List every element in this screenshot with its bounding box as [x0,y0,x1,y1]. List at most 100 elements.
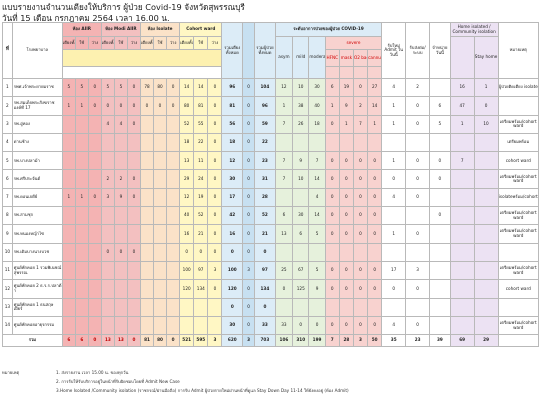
row-hospital: ศูนย์พักคอย 1 รวมพิเนชณ์สุพรรณ [11,260,63,281]
total-modi-0: 13 [100,334,115,348]
row-sev-6: 27 [367,77,383,98]
row-iso-2 [166,132,181,153]
row-iso-1 [152,315,168,336]
row-sev-3: 0 [324,187,340,208]
row-no: 3 [2,114,13,134]
row-aiir-2 [87,224,102,244]
row-modi-2 [126,279,141,299]
row-sev-5: 0 [352,260,369,281]
row-home2 [473,297,499,317]
row-admit: 1 [381,96,407,116]
row-sev-5: 0 [352,279,369,299]
col-group-isolate: ห้อง Isolate [139,22,181,37]
row-sev-0 [274,132,294,153]
row-refer: 0 [405,315,431,336]
row-cohort-2 [207,315,223,336]
row-iso-0: 78 [139,77,155,98]
row-sev-1: 67 [292,260,310,281]
row-modi-0: 5 [100,77,115,98]
col-remark: หมายเหตุ [497,22,540,79]
row-iso-2 [166,297,181,317]
row-aiir-0 [61,279,76,299]
row-sev-5: 0 [352,151,369,171]
col-beds-total: รวมเตียงทั้งหมด [221,22,244,79]
row-sev-1 [292,297,310,317]
note-1: 1. ส่งรายงาน เวลา 15.00 น. ของทุกวัน [56,370,129,375]
row-sev-2 [308,297,326,317]
row-aiir-1 [74,224,89,244]
total-aiir-1: 6 [74,334,89,348]
row-discharge [429,297,451,317]
row-hospital: รพ.ดอนเจดีย์ [11,187,63,208]
row-hospital: ด่านช้าง [11,132,63,153]
row-sev-6 [367,132,383,153]
row-cohort-2 [207,297,223,317]
row-modi-1: 0 [113,96,128,116]
total-label: รวม [2,334,63,348]
row-modi-2: 0 [126,114,141,134]
row-sev-3 [324,242,340,262]
row-sev-1: 30 [292,206,310,226]
row-aiir-0 [61,224,76,244]
row-aiir-1 [74,242,89,262]
row-iso-2 [166,206,181,226]
row-refer: 2 [405,77,431,98]
col-hospital: โรงพยาบาล [11,22,63,79]
row-home2 [473,151,499,171]
row-remark: เตรียมพร้อม/cohort ward [497,114,540,134]
row-aiir-2 [87,114,102,134]
row-iso-0 [139,315,155,336]
row-home2: 10 [473,114,499,134]
row-sev-1 [292,132,310,153]
row-modi-2 [126,315,141,336]
total-modi-2: 0 [126,334,141,348]
row-iso-1 [152,297,168,317]
row-aiir-2: 0 [87,77,102,98]
row-sev-1: 38 [292,96,310,116]
total-patients: 703 [254,334,276,348]
row-modi-1: 0 [113,242,128,262]
row-used: 0 [242,77,256,98]
row-iso-1: 80 [152,77,168,98]
row-hospital: รพ.บางปลาม้า [11,151,63,171]
row-cohort-1: 134 [193,279,209,299]
total-sev-4: 28 [338,334,354,348]
row-modi-2 [126,151,141,171]
row-sev-6: 0 [367,260,383,281]
total-sev-3: 7 [324,334,340,348]
row-hospital: รพ.หนองหญ้าไซ [11,224,63,244]
row-patients: 104 [254,77,276,98]
row-aiir-1 [74,132,89,153]
row-used: 0 [242,151,256,171]
row-cohort-2: 0 [207,96,223,116]
row-modi-1 [113,206,128,226]
row-home2 [473,260,499,281]
row-sev-3: 0 [324,224,340,244]
row-iso-2 [166,151,181,171]
col-moderate: moderate [308,36,326,79]
row-home [449,132,475,153]
row-iso-0 [139,279,155,299]
row-hospital: ศูนย์พักคอย 1 ธนสฤษเผียร์ [11,297,63,317]
row-patients: 28 [254,187,276,208]
row-remark: เตรียมพร้อม/cohort ward [497,315,540,336]
note-3: 3.Home Isolated /Community isolation (รา… [56,388,349,393]
table-row: 13 ศูนย์พักคอย 1 ธนสฤษเผียร์ 0 0 0 [2,297,540,317]
row-cohort-1 [193,315,209,336]
row-aiir-0: 5 [61,77,76,98]
col-aiir-total: เตียงทั้งหมด [61,36,76,50]
report-title: แบบรายงานจำนวนเตียงให้บริการ ผู้ป่วย Cov… [2,2,245,12]
row-iso-2 [166,315,181,336]
row-no: 9 [2,224,13,244]
row-home [449,242,475,262]
row-modi-0: 2 [100,169,115,189]
row-hospital: รพ.เดิมบางนางบวช [11,242,63,262]
row-no: 8 [2,206,13,226]
col-mild: mild [292,36,310,79]
row-patients: 0 [254,242,276,262]
row-cohort-0: 18 [179,132,195,153]
row-refer: 0 [405,224,431,244]
row-aiir-0: 1 [61,96,76,116]
row-patients: 31 [254,169,276,189]
row-used: 0 [242,242,256,262]
